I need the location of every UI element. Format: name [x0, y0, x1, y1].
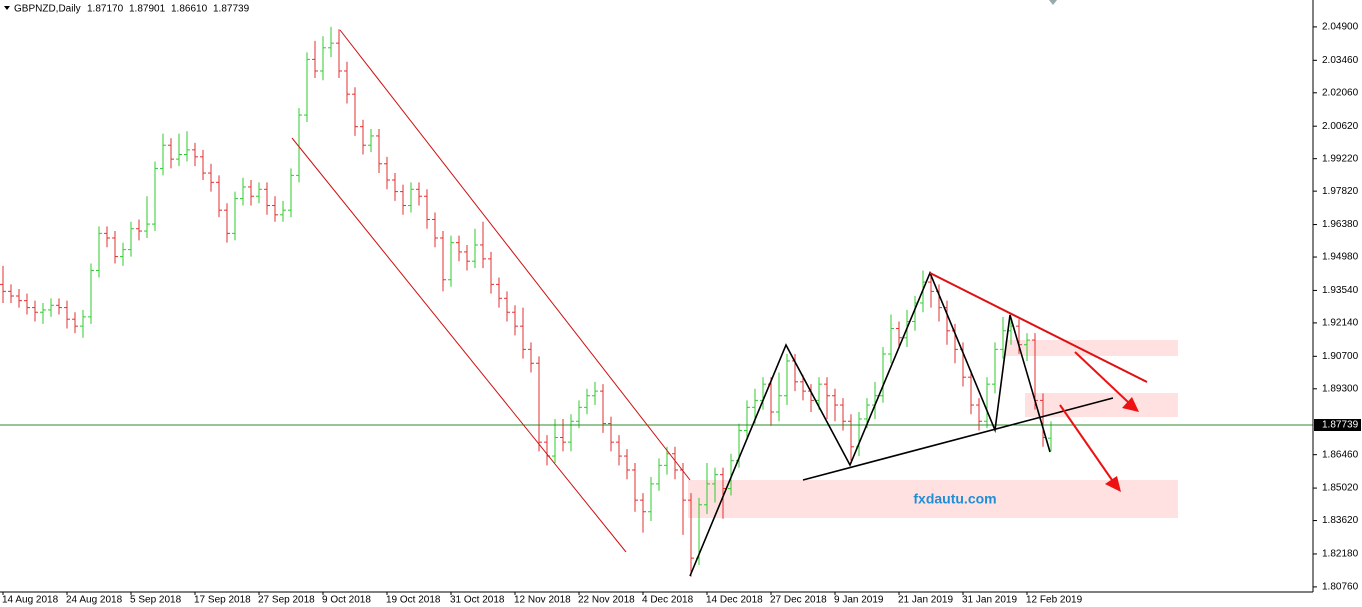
- close-text: 1.87739: [213, 4, 250, 15]
- x-tick-label: 9 Oct 2018: [322, 595, 371, 606]
- watermark: fxdautu.com: [913, 491, 996, 507]
- y-tick-label: 1.93540: [1322, 285, 1359, 296]
- x-tick-label: 9 Jan 2019: [834, 595, 884, 606]
- x-tick-label: 14 Dec 2018: [706, 595, 763, 606]
- annotations: fxdautu.com: [291, 29, 1148, 577]
- frame: GBPNZD,Daily 1.87170 1.87901 1.86610 1.8…: [0, 0, 1314, 593]
- low-text: 1.86610: [171, 4, 208, 15]
- arrow-head: [1105, 476, 1121, 492]
- target-zone: [688, 480, 1178, 518]
- shift-marker: [1049, 0, 1057, 5]
- trend-line: [929, 272, 1148, 383]
- y-tick-label: 2.00620: [1322, 121, 1359, 132]
- y-tick-label: 1.89300: [1322, 383, 1359, 394]
- y-tick-label: 2.02060: [1322, 87, 1359, 98]
- arrow-head: [1122, 397, 1139, 412]
- x-tick-label: 12 Nov 2018: [514, 595, 571, 606]
- x-tick-label: 12 Feb 2019: [1026, 595, 1083, 606]
- menu-icon: [4, 6, 10, 10]
- axis-labels: 2.04900 2.03460 2.02060 2.00620 1.99220 1.978…: [2, 22, 1361, 606]
- neckline: [802, 397, 1114, 481]
- y-tick-label: 1.99220: [1322, 153, 1359, 164]
- x-tick-label: 17 Sep 2018: [194, 595, 251, 606]
- channel-line: [339, 29, 691, 481]
- current-price-label: 1.87739: [1322, 420, 1359, 431]
- y-tick-label: 1.90700: [1322, 351, 1359, 362]
- x-tick-label: 21 Jan 2019: [898, 595, 953, 606]
- x-tick-label: 27 Dec 2018: [770, 595, 827, 606]
- y-tick-label: 1.83620: [1322, 515, 1359, 526]
- arrow: [1074, 351, 1129, 403]
- symbol: GBPNZD,Daily: [14, 4, 81, 15]
- y-tick-label: 1.94980: [1322, 252, 1359, 263]
- x-tick-label: 24 Aug 2018: [66, 595, 123, 606]
- channel-line: [291, 137, 627, 553]
- x-tick-label: 19 Oct 2018: [386, 595, 441, 606]
- arrow: [1059, 404, 1113, 481]
- open-text: 1.87170: [87, 4, 124, 15]
- y-tick-label: 1.85020: [1322, 483, 1359, 494]
- x-tick-label: 31 Jan 2019: [962, 595, 1017, 606]
- y-tick-label: 2.04900: [1322, 22, 1359, 33]
- x-tick-label: 27 Sep 2018: [258, 595, 315, 606]
- drawings: [688, 340, 1178, 518]
- x-tick-label: 31 Oct 2018: [450, 595, 505, 606]
- x-tick-label: 22 Nov 2018: [578, 595, 635, 606]
- x-tick-label: 5 Sep 2018: [130, 595, 182, 606]
- high-text: 1.87901: [129, 4, 166, 15]
- x-tick-label: 14 Aug 2018: [2, 595, 59, 606]
- y-tick-label: 1.86460: [1322, 449, 1359, 460]
- y-tick-label: 1.82180: [1322, 549, 1359, 560]
- y-tick-label: 1.96380: [1322, 219, 1359, 230]
- price-bars: [0, 26, 1313, 577]
- x-tick-label: 4 Dec 2018: [642, 595, 694, 606]
- current-price-box: [1314, 419, 1361, 432]
- y-tick-label: 1.97820: [1322, 186, 1359, 197]
- y-tick-label: 1.80760: [1322, 582, 1359, 593]
- y-tick-label: 2.03460: [1322, 55, 1359, 66]
- resistance-zone: [1005, 340, 1178, 356]
- y-tick-label: 1.92140: [1322, 318, 1359, 329]
- target-zone: [1025, 393, 1178, 417]
